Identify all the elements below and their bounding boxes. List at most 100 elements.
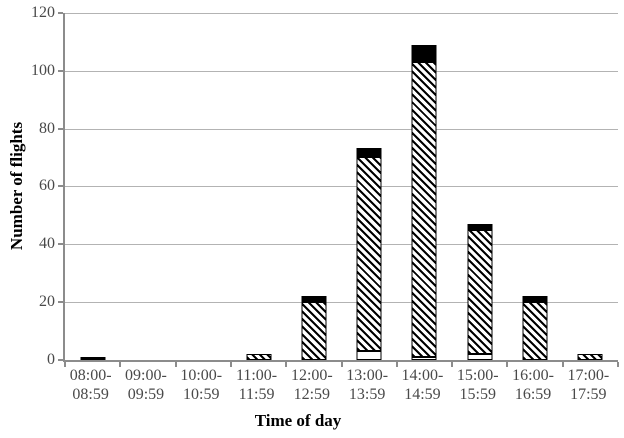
y-tick-label-120: 120 [31, 4, 55, 21]
bar-slot-1000 [176, 13, 231, 360]
x-tick-label-line2: 14:59 [404, 386, 441, 403]
x-tick-label: 14:00- 14:59 [395, 366, 450, 404]
bar-segment-hatched [411, 62, 437, 357]
bar-17:00-17:59 [577, 354, 603, 360]
x-tick-label: 15:00- 15:59 [450, 366, 505, 404]
x-tick-label-line1: 15:00- [456, 367, 499, 384]
bar-segment-hatched [522, 302, 548, 360]
bar-segment-hatched [577, 354, 603, 360]
bar-segment-hatched [467, 230, 493, 354]
bar-slot-0800 [65, 13, 120, 360]
y-tick-label-100: 100 [31, 62, 55, 79]
x-tick-label: 11:00- 11:59 [229, 366, 284, 404]
plot-area [58, 12, 619, 367]
bar-slot-1700 [563, 13, 618, 360]
x-tick-label: 17:00- 17:59 [561, 366, 616, 404]
bar-slot-1500 [452, 13, 507, 360]
x-tick-label: 10:00- 10:59 [174, 366, 229, 404]
bar-11:00-11:59 [246, 354, 272, 360]
x-tick-mark [174, 362, 177, 367]
x-tick-label-line2: 15:59 [459, 386, 496, 403]
bar-slot-1200 [286, 13, 341, 360]
bar-08:00-08:59 [80, 357, 106, 360]
x-tick-label: 09:00- 09:59 [118, 366, 173, 404]
gridline-120 [65, 13, 618, 14]
bar-segment-white [356, 351, 382, 360]
x-tick-mark [506, 362, 509, 367]
gridline-100 [65, 71, 618, 72]
gridline-40 [65, 244, 618, 245]
y-tick-mark [58, 185, 63, 187]
y-tick-label-0: 0 [47, 351, 55, 368]
x-tick-mark [617, 362, 619, 367]
x-tick-label-line2: 10:59 [183, 386, 220, 403]
bar-segment-black [80, 357, 106, 360]
bar-13:00-13:59 [356, 148, 382, 360]
bar-slot-0900 [120, 13, 175, 360]
x-tick-label-line1: 17:00- [567, 367, 610, 384]
x-tick-label-line1: 09:00- [125, 367, 167, 384]
y-tick-mark [58, 128, 63, 130]
y-tick-label-20: 20 [39, 293, 55, 310]
x-tick-mark [229, 362, 232, 367]
gridline-20 [65, 302, 618, 303]
y-tick-mark [58, 12, 63, 14]
bar-16:00-16:59 [522, 296, 548, 360]
x-tick-mark [451, 362, 454, 367]
y-tick-label-80: 80 [39, 120, 55, 137]
x-tick-label: 13:00- 13:59 [340, 366, 395, 404]
bar-segment-black [301, 296, 327, 302]
x-tick-label-line2: 11:59 [238, 386, 275, 403]
y-tick-label-60: 60 [39, 177, 55, 194]
x-tick-label: 12:00- 12:59 [284, 366, 339, 404]
x-tick-label-line1: 12:00- [290, 367, 333, 384]
x-tick-label-line1: 13:00- [346, 367, 389, 384]
x-tick-label-line1: 16:00- [512, 367, 554, 384]
bar-segment-hatched [301, 302, 327, 360]
gridline-60 [65, 186, 618, 187]
y-tick-mark [58, 359, 63, 361]
x-tick-label-line1: 14:00- [401, 367, 444, 384]
bar-slot-1100 [231, 13, 286, 360]
x-tick-label-line1: 08:00- [69, 367, 112, 384]
x-tick-label-line1: 11:00- [235, 367, 278, 384]
x-tick-label: 16:00- 16:59 [505, 366, 560, 404]
x-tick-label-line2: 17:59 [570, 386, 607, 403]
bar-segment-black [411, 45, 437, 62]
bar-14:00-14:59 [411, 45, 437, 360]
x-tick-label: 08:00- 08:59 [63, 366, 118, 404]
bar-segment-hatched [356, 157, 382, 351]
x-tick-label-line2: 16:59 [514, 386, 552, 403]
x-tick-label-line2: 13:59 [348, 386, 386, 403]
bar-segment-black [467, 224, 493, 230]
y-tick-mark [58, 243, 63, 245]
x-tick-label-line2: 12:59 [293, 386, 331, 403]
bar-segment-white [411, 357, 437, 360]
x-tick-label-line1: 10:00- [180, 367, 223, 384]
bar-15:00-15:59 [467, 224, 493, 360]
bar-slot-1400 [397, 13, 452, 360]
x-axis-tick-labels: 08:00- 08:59 09:00- 09:59 10:00- 10:59 11:00- 1… [63, 366, 616, 406]
x-tick-mark [395, 362, 398, 367]
bar-segment-black [356, 148, 382, 157]
x-tick-mark [64, 362, 66, 367]
bar-segment-hatched [246, 354, 272, 360]
y-tick-mark [58, 70, 63, 72]
x-axis-title: Time of day [254, 411, 342, 430]
y-tick-label-40: 40 [39, 235, 55, 252]
x-tick-mark [119, 362, 122, 367]
bar-segment-black [522, 296, 548, 302]
x-tick-mark [561, 362, 564, 367]
x-tick-label-line2: 09:59 [127, 386, 165, 403]
y-axis-tick-labels: 0 20 40 60 80 100 120 [0, 4, 55, 368]
x-tick-label-line2: 08:59 [72, 386, 109, 403]
bar-segment-white [467, 354, 493, 360]
x-tick-mark [340, 362, 343, 367]
bar-12:00-12:59 [301, 296, 327, 360]
gridline-80 [65, 129, 618, 130]
bar-slot-1300 [342, 13, 397, 360]
bar-slot-1600 [507, 13, 562, 360]
x-tick-mark [285, 362, 288, 367]
y-tick-mark [58, 301, 63, 303]
